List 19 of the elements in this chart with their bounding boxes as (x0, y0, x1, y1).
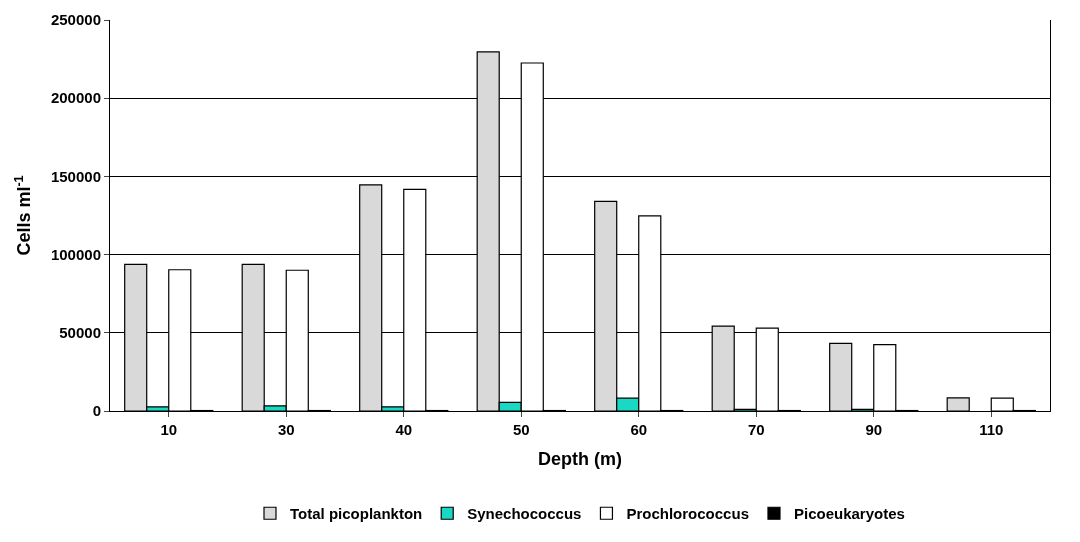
y-tick-label: 50000 (59, 324, 101, 342)
legend-label: Synechococcus (467, 505, 582, 523)
x-tick-label: 40 (395, 421, 413, 438)
legend-label: Total picoplankton (290, 505, 423, 523)
x-axis-title: Depth (m) (538, 449, 622, 470)
y-tick-label: 250000 (50, 11, 101, 29)
legend-label: Picoeukaryotes (793, 505, 905, 523)
x-tick-label: 10 (160, 421, 178, 438)
y-tick-label: 0 (92, 402, 101, 420)
x-tick-label: 60 (630, 421, 648, 438)
x-tick-label: 70 (747, 421, 765, 438)
x-tick-label: 30 (277, 421, 295, 438)
legend-label: Prochlorococcus (626, 505, 749, 523)
y-tick-label: 200000 (50, 89, 101, 107)
y-tick-label: 150000 (50, 167, 101, 185)
x-tick-label: 110 (979, 421, 1004, 438)
y-tick-label: 100000 (50, 245, 101, 263)
x-tick-label: 90 (865, 421, 883, 438)
x-tick-label: 50 (512, 421, 530, 438)
